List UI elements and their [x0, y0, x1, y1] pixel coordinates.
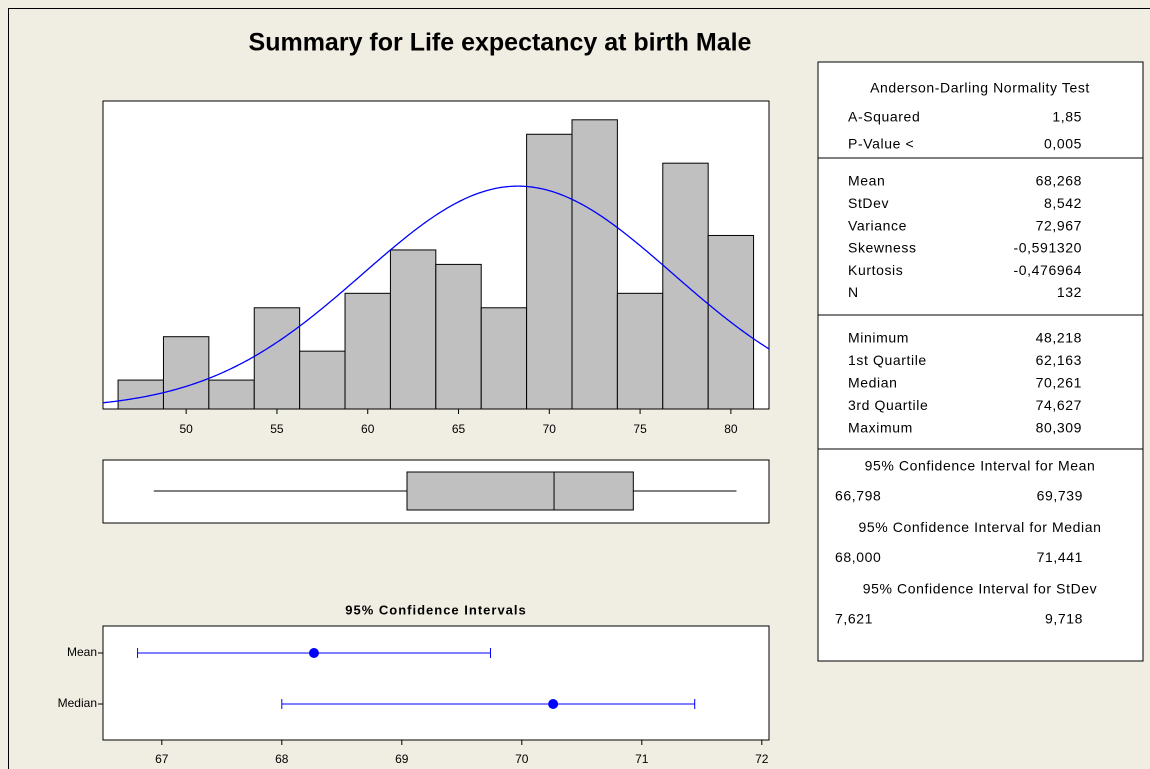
interval-lower: 66,798 [835, 488, 881, 504]
x-tick-label: 70 [515, 752, 529, 766]
histogram-bar [526, 133, 573, 410]
stat-value: 74,627 [1036, 397, 1082, 413]
stat-value: 0,005 [1044, 136, 1082, 152]
stat-name: A-Squared [848, 109, 920, 125]
stat-name: N [848, 284, 859, 300]
x-tick-label: 70 [543, 422, 557, 436]
stat-name: Mean [848, 173, 885, 189]
x-tick-label: 68 [275, 752, 289, 766]
interval-upper: 9,718 [1045, 611, 1083, 627]
histogram-bar [162, 336, 210, 410]
x-tick-label: 72 [755, 752, 769, 766]
histogram-bar [299, 350, 346, 410]
stat-value: 70,261 [1036, 375, 1082, 391]
x-tick-label: 75 [633, 422, 647, 436]
stat-name: Maximum [848, 420, 913, 436]
interval-heading: 95% Confidence Interval for Mean [865, 458, 1096, 474]
stat-name: Variance [848, 217, 907, 233]
stat-name: Minimum [848, 330, 909, 346]
box [406, 471, 634, 511]
x-tick-label: 60 [361, 422, 375, 436]
stat-name: 3rd Quartile [848, 397, 928, 413]
interval-upper: 69,739 [1037, 488, 1083, 504]
title: Summary for Life expectancy at birth Mal… [249, 29, 752, 57]
interval-heading: 95% Confidence Interval for StDev [863, 581, 1098, 597]
stat-name: Kurtosis [848, 262, 903, 278]
histogram-bar [389, 249, 437, 410]
y-tick-label: Mean [67, 645, 97, 659]
x-tick-label: 50 [179, 422, 193, 436]
histogram-bar [662, 162, 709, 410]
stat-name: StDev [848, 195, 889, 211]
histogram-bar [480, 307, 528, 410]
x-tick-label: 67 [155, 752, 169, 766]
interval-area [102, 625, 770, 741]
x-tick-label: 55 [270, 422, 284, 436]
histogram-bar [616, 292, 664, 410]
interval-lower: 7,621 [835, 611, 873, 627]
stat-value: 8,542 [1044, 195, 1082, 211]
x-tick-label: 80 [724, 422, 738, 436]
normal-curve [102, 185, 770, 404]
histogram-bar [208, 379, 255, 410]
table-heading: Anderson-Darling Normality Test [870, 80, 1090, 96]
x-tick-label: 71 [635, 752, 649, 766]
stat-value: 132 [1057, 284, 1082, 300]
stat-value: 80,309 [1036, 420, 1082, 436]
stat-value: 68,268 [1036, 173, 1082, 189]
interval-lower: 68,000 [835, 549, 881, 565]
y-tick-label: Median [58, 696, 97, 710]
interval-heading: 95% Confidence Interval for Median [859, 519, 1102, 535]
histogram-bar [253, 307, 301, 410]
stat-name: 1st Quartile [848, 352, 927, 368]
stat-name: Skewness [848, 240, 917, 256]
histogram-bar [435, 263, 482, 410]
stat-value: 48,218 [1036, 330, 1082, 346]
stat-value: -0,591320 [1014, 240, 1082, 256]
x-tick-label: 69 [395, 752, 409, 766]
interval-point [548, 699, 559, 709]
interval-upper: 71,441 [1037, 549, 1083, 565]
x-tick-label: 65 [452, 422, 466, 436]
interval-point [308, 648, 319, 658]
histogram-bar [344, 292, 391, 410]
stat-name: Median [848, 375, 898, 391]
stat-value: 1,85 [1052, 109, 1082, 125]
histogram-bar [571, 119, 618, 410]
stat-name: P-Value < [848, 136, 914, 152]
stat-value: 72,967 [1036, 217, 1082, 233]
stat-value: 62,163 [1036, 352, 1082, 368]
interval-title: 95% Confidence Intervals [345, 602, 527, 617]
stats-table [817, 61, 1144, 662]
stat-value: -0,476964 [1014, 262, 1082, 278]
